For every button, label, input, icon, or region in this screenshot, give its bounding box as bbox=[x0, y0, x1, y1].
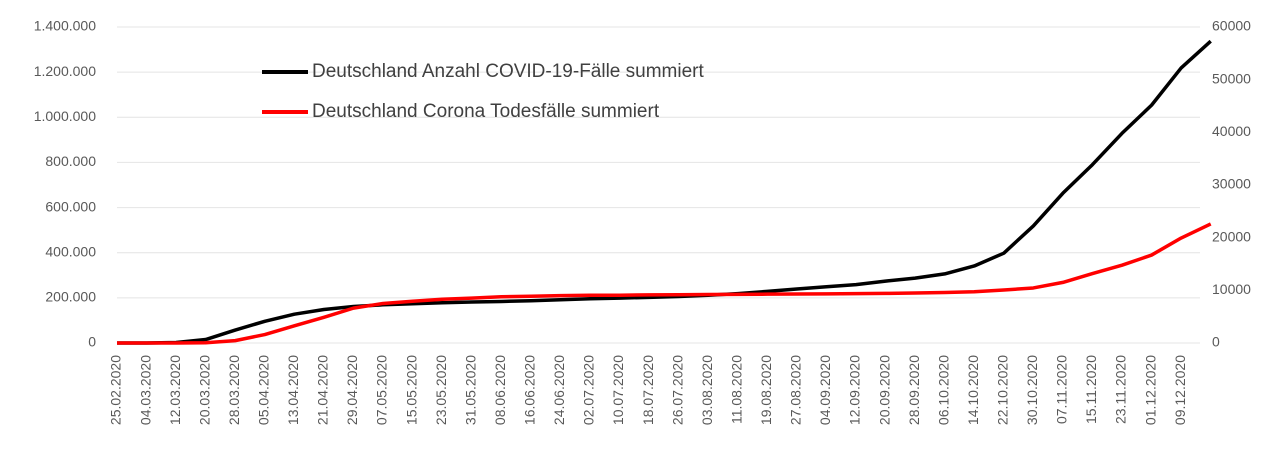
x-tick-label: 20.09.2020 bbox=[876, 355, 892, 425]
x-tick-label: 26.07.2020 bbox=[669, 355, 685, 425]
y-tick-label: 800.000 bbox=[45, 153, 96, 169]
y-tick-label: 600.000 bbox=[45, 198, 96, 214]
y-tick-label: 200.000 bbox=[45, 289, 96, 305]
x-tick-label: 09.12.2020 bbox=[1172, 355, 1188, 425]
x-tick-label: 28.09.2020 bbox=[906, 355, 922, 425]
y2-tick-label: 40000 bbox=[1212, 123, 1251, 139]
x-tick-label: 03.08.2020 bbox=[699, 355, 715, 425]
x-tick-label: 20.03.2020 bbox=[196, 355, 212, 425]
x-tick-label: 08.06.2020 bbox=[492, 355, 508, 425]
x-tick-label: 24.06.2020 bbox=[551, 355, 567, 425]
y2-tick-label: 20000 bbox=[1212, 228, 1251, 244]
x-tick-label: 13.04.2020 bbox=[285, 355, 301, 425]
x-tick-label: 16.06.2020 bbox=[522, 355, 538, 425]
x-tick-label: 07.11.2020 bbox=[1054, 355, 1070, 424]
series-line bbox=[116, 39, 1212, 345]
legend-label: Deutschland Anzahl COVID-19-Fälle summie… bbox=[312, 61, 704, 82]
series-line bbox=[117, 222, 1212, 345]
y2-tick-label: 60000 bbox=[1212, 18, 1251, 34]
x-tick-label: 22.10.2020 bbox=[995, 355, 1011, 425]
x-tick-label: 02.07.2020 bbox=[581, 355, 597, 425]
x-tick-label: 18.07.2020 bbox=[640, 355, 656, 425]
x-tick-label: 14.10.2020 bbox=[965, 355, 981, 425]
y-tick-label: 1.200.000 bbox=[34, 63, 96, 79]
legend-label: Deutschland Corona Todesfälle summiert bbox=[312, 101, 660, 122]
x-tick-label: 31.05.2020 bbox=[462, 355, 478, 425]
x-tick-label: 23.11.2020 bbox=[1113, 355, 1129, 424]
x-tick-label: 12.09.2020 bbox=[847, 355, 863, 425]
x-tick-label: 25.02.2020 bbox=[108, 355, 124, 425]
x-tick-label: 21.04.2020 bbox=[315, 355, 331, 425]
x-tick-label: 12.03.2020 bbox=[167, 355, 183, 425]
x-tick-label: 15.11.2020 bbox=[1083, 355, 1099, 424]
x-tick-label: 19.08.2020 bbox=[758, 355, 774, 425]
y2-tick-label: 50000 bbox=[1212, 70, 1251, 86]
y-tick-label: 1.000.000 bbox=[34, 108, 96, 124]
y-tick-label: 1.400.000 bbox=[34, 18, 96, 34]
x-tick-label: 05.04.2020 bbox=[256, 355, 272, 425]
x-tick-label: 30.10.2020 bbox=[1024, 355, 1040, 425]
x-tick-label: 01.12.2020 bbox=[1142, 355, 1158, 425]
y2-tick-label: 10000 bbox=[1212, 281, 1251, 297]
x-tick-label: 23.05.2020 bbox=[433, 355, 449, 425]
y-tick-label: 0 bbox=[88, 334, 96, 350]
x-tick-label: 06.10.2020 bbox=[935, 355, 951, 425]
x-tick-label: 28.03.2020 bbox=[226, 355, 242, 425]
x-tick-label: 15.05.2020 bbox=[403, 355, 419, 425]
x-tick-label: 04.03.2020 bbox=[137, 355, 153, 425]
x-tick-label: 11.08.2020 bbox=[728, 355, 744, 424]
y2-tick-label: 0 bbox=[1212, 334, 1220, 350]
x-tick-label: 27.08.2020 bbox=[788, 355, 804, 425]
x-tick-label: 29.04.2020 bbox=[344, 355, 360, 425]
x-tick-label: 07.05.2020 bbox=[374, 355, 390, 425]
x-tick-label: 10.07.2020 bbox=[610, 355, 626, 425]
y2-tick-label: 30000 bbox=[1212, 176, 1251, 192]
y-tick-label: 400.000 bbox=[45, 243, 96, 259]
x-tick-label: 04.09.2020 bbox=[817, 355, 833, 425]
